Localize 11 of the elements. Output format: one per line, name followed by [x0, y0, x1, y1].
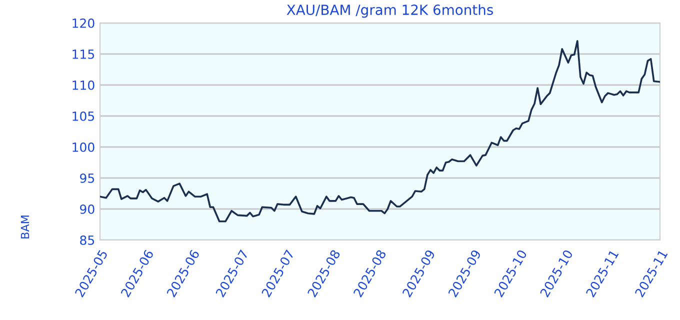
y-tick-label: 120 — [72, 18, 94, 28]
y-tick-label: 100 — [72, 142, 94, 152]
y-tick-label: 95 — [80, 173, 94, 183]
y-tick-label: 90 — [80, 204, 94, 214]
y-tick-label: 85 — [80, 235, 94, 245]
line-series — [100, 40, 660, 222]
y-tick-label: 110 — [72, 80, 94, 90]
y-tick-label: 115 — [72, 50, 94, 59]
y-axis-title: BAM — [20, 216, 30, 238]
chart-title: XAU/BAM /gram 12K 6months — [286, 4, 493, 18]
y-tick-label: 105 — [72, 111, 94, 121]
